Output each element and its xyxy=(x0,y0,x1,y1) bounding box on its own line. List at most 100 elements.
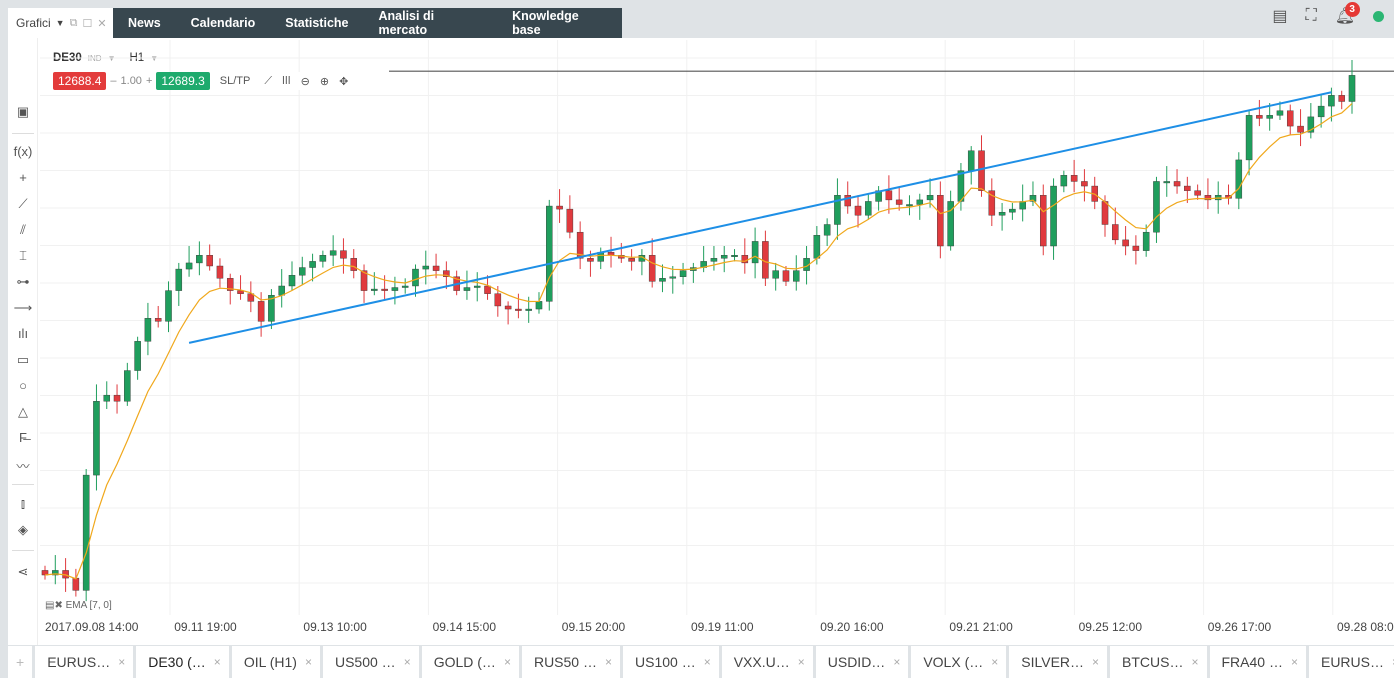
instrument-tab[interactable]: BTCUS… × xyxy=(1110,646,1207,678)
sell-button[interactable]: 12688.4 xyxy=(53,72,107,90)
charts-panel-tab[interactable]: Grafici ▼ ⧉ ☐ ✕ xyxy=(8,8,113,38)
tab-label: OIL (H1) xyxy=(243,654,297,670)
channel-icon[interactable]: ⫽ xyxy=(20,222,26,237)
tab-label: US100 … xyxy=(635,654,696,670)
zoom-in-icon[interactable]: ⊕ xyxy=(319,75,330,88)
close-tab-icon[interactable]: × xyxy=(1191,655,1199,669)
instrument-tab[interactable]: US100 … × xyxy=(623,646,719,678)
candle-down xyxy=(587,258,594,262)
instrument-tab[interactable]: OIL (H1) × xyxy=(231,646,320,678)
volume-profile-icon[interactable]: ılı xyxy=(17,326,29,341)
candle-up xyxy=(906,204,913,207)
close-tab-icon[interactable]: × xyxy=(893,655,901,669)
chart-type-icon[interactable]: ▣ xyxy=(16,104,30,119)
close-tab-icon[interactable]: × xyxy=(1290,655,1298,669)
candle-up xyxy=(124,370,131,402)
triangle-icon[interactable]: △ xyxy=(18,404,28,419)
zoom-out-icon[interactable]: ⊖ xyxy=(300,75,310,88)
chart-panel: ▣ f(x) + ⟋ ⫽ ⌶ ⊶ ⟶ ılı ▭ ○ △ F̶ 〰 ⫾ ◈ ⋖ … xyxy=(8,38,1394,645)
layout-icon[interactable]: ▤ xyxy=(1272,8,1288,25)
candles-icon[interactable]: ǀǀǀ xyxy=(282,75,291,87)
close-icon[interactable]: ✕ xyxy=(97,17,107,30)
close-tab-icon[interactable]: × xyxy=(1092,655,1100,669)
increase-qty-button[interactable]: + xyxy=(145,75,153,87)
candle-up xyxy=(329,250,337,256)
trendline-icon[interactable]: ⟋ xyxy=(18,196,28,211)
instrument-tab[interactable]: SILVER… × xyxy=(1009,646,1108,678)
instrument-tab[interactable]: US500 … × xyxy=(322,646,419,678)
candle-up xyxy=(793,270,800,282)
dropdown-icon[interactable]: ▼ xyxy=(55,18,65,28)
decrease-qty-button[interactable]: – xyxy=(110,75,117,87)
popout-icon[interactable]: ⧉ xyxy=(69,16,78,29)
share-icon[interactable]: ⋖ xyxy=(17,564,29,579)
wave-icon[interactable]: 〰 xyxy=(16,459,30,474)
candle-up xyxy=(288,275,296,287)
tab-label: FRA40 … xyxy=(1221,654,1283,670)
nav-analisi[interactable]: Analisi di mercato xyxy=(378,9,435,37)
candle-up xyxy=(309,261,316,268)
buy-button[interactable]: 12689.3 xyxy=(156,72,210,90)
horizontal-line-icon[interactable]: ⊶ xyxy=(16,274,30,289)
candle-up xyxy=(175,268,183,291)
instrument-tab[interactable]: GOLD (… × xyxy=(421,646,519,678)
candle-up xyxy=(1153,181,1160,233)
ray-icon[interactable]: ⟶ xyxy=(13,300,33,315)
close-tab-icon[interactable]: × xyxy=(403,655,411,669)
candle-down xyxy=(1112,224,1119,241)
bell-icon[interactable]: 🔔︎ 3 xyxy=(1335,2,1360,26)
price-chart[interactable] xyxy=(40,40,1394,615)
instrument-tab[interactable]: VXX.U… × xyxy=(721,646,813,678)
close-tab-icon[interactable]: × xyxy=(604,655,612,669)
candle-up xyxy=(196,255,203,264)
pan-icon[interactable]: ✥ xyxy=(339,75,349,88)
vertical-line-icon[interactable]: ⌶ xyxy=(19,248,27,263)
close-tab-icon[interactable]: × xyxy=(991,655,999,669)
add-tab-button[interactable]: + xyxy=(8,646,33,678)
ema-indicator-label[interactable]: ▤✖ EMA [7, 0] xyxy=(45,600,112,611)
close-tab-icon[interactable]: × xyxy=(118,655,126,669)
nav-calendario[interactable]: Calendario xyxy=(190,16,256,30)
candle-down xyxy=(782,270,790,282)
fibonacci-icon[interactable]: F̶ xyxy=(19,430,27,445)
layers-icon[interactable]: ◈ xyxy=(18,522,28,537)
instrument-tab[interactable]: FRA40 … × xyxy=(1209,646,1306,678)
close-tab-icon[interactable]: × xyxy=(797,655,805,669)
maximize-icon[interactable]: ☐ xyxy=(82,17,93,30)
candle-up xyxy=(731,255,738,257)
instrument-tab[interactable]: DE30 (… × xyxy=(136,646,229,678)
close-tab-icon[interactable]: × xyxy=(213,655,221,669)
close-tab-icon[interactable]: × xyxy=(1392,655,1394,669)
instrument-tab[interactable]: USDID… × xyxy=(815,646,909,678)
instrument-tab[interactable]: VOLX (… × xyxy=(911,646,1007,678)
rectangle-icon[interactable]: ▭ xyxy=(16,352,30,367)
candle-down xyxy=(1101,201,1109,225)
candle-down xyxy=(556,205,563,210)
x-tick-label: 09.11 19:00 xyxy=(174,620,237,634)
instrument-tab[interactable]: EURUS… × xyxy=(1308,646,1394,678)
close-tab-icon[interactable]: × xyxy=(304,655,312,669)
fullscreen-icon[interactable]: ⛶ xyxy=(1305,7,1317,24)
crosshair-icon[interactable]: + xyxy=(19,170,27,185)
quantity-input[interactable]: 1.00 xyxy=(120,75,142,87)
instrument-tab[interactable]: RUS50 … × xyxy=(521,646,620,678)
candle-down xyxy=(1194,190,1201,196)
nav-news[interactable]: News xyxy=(128,16,161,30)
candle-down xyxy=(566,208,574,233)
indicators-icon[interactable]: ⫾ xyxy=(20,496,26,511)
candle-down xyxy=(648,255,656,282)
candle-up xyxy=(185,262,193,270)
circle-icon[interactable]: ○ xyxy=(19,378,27,393)
close-tab-icon[interactable]: × xyxy=(503,655,511,669)
line-chart-icon[interactable]: ⟋ xyxy=(264,74,273,87)
trade-bar: 12688.4 – 1.00 + 12689.3 SL/TP ⟋ ǀǀǀ ⊖ ⊕… xyxy=(53,72,349,90)
nav-knowledge-base[interactable]: Knowledge base xyxy=(512,9,579,37)
close-tab-icon[interactable]: × xyxy=(703,655,711,669)
sltp-button[interactable]: SL/TP xyxy=(219,75,251,87)
nav-statistiche[interactable]: Statistiche xyxy=(285,16,349,30)
function-icon[interactable]: f(x) xyxy=(13,144,33,159)
indicator-settings-icon[interactable]: ▤✖ xyxy=(45,600,63,611)
candle-up xyxy=(1276,110,1284,116)
instrument-tab[interactable]: EURUS… × xyxy=(35,646,134,678)
panel-title: Grafici xyxy=(16,16,51,30)
